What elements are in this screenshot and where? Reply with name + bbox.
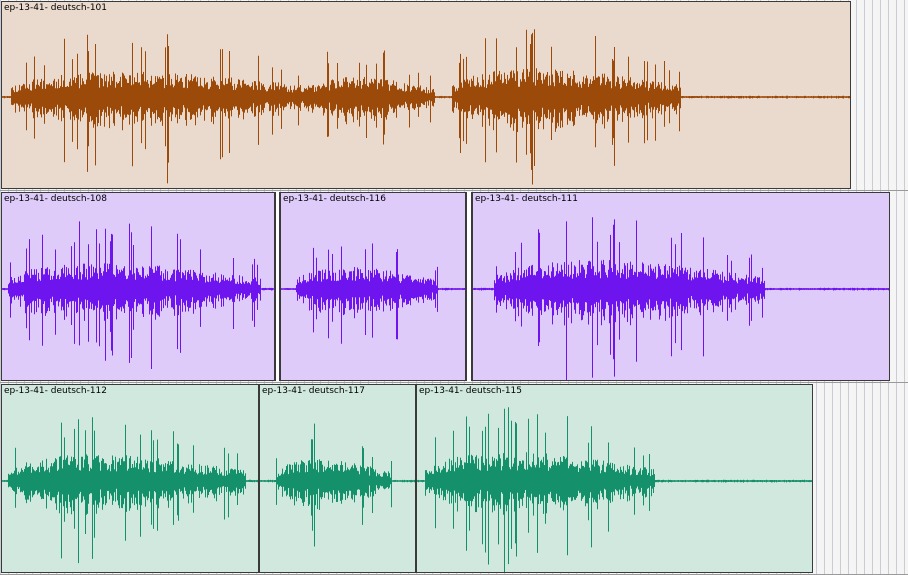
audio-clip[interactable]: ep-13-41- deutsch-111 <box>472 192 890 381</box>
waveform <box>417 407 812 572</box>
waveform <box>260 423 415 547</box>
waveform <box>473 217 889 380</box>
audio-clip[interactable]: ep-13-41- deutsch-116 <box>280 192 466 381</box>
track-3[interactable]: ep-13-41- deutsch-112 ep-13-41- deutsch-… <box>0 383 908 575</box>
waveform-trace <box>417 407 812 572</box>
waveform-trace <box>281 243 465 344</box>
waveform-trace <box>2 29 850 185</box>
track-1[interactable]: ep-13-41- deutsch-101 <box>0 0 908 191</box>
clip-label: ep-13-41- deutsch-101 <box>4 3 108 13</box>
clip-label: ep-13-41- deutsch-115 <box>419 386 523 396</box>
audio-clip[interactable]: ep-13-41- deutsch-101 <box>1 1 851 189</box>
clip-label: ep-13-41- deutsch-112 <box>4 386 108 396</box>
audio-clip[interactable]: ep-13-41- deutsch-117 <box>259 384 416 573</box>
audio-clip[interactable]: ep-13-41- deutsch-115 <box>416 384 813 573</box>
audio-clip[interactable]: ep-13-41- deutsch-112 <box>1 384 259 573</box>
clip-label: ep-13-41- deutsch-117 <box>262 386 366 396</box>
waveform-trace <box>473 217 889 380</box>
clip-gap <box>466 192 472 381</box>
waveform <box>2 417 258 564</box>
clip-gap <box>275 192 280 381</box>
waveform <box>2 29 850 185</box>
clip-label: ep-13-41- deutsch-108 <box>4 194 108 204</box>
waveform-trace <box>2 221 274 369</box>
waveform <box>2 221 274 369</box>
clip-label: ep-13-41- deutsch-111 <box>475 194 579 204</box>
clip-label: ep-13-41- deutsch-116 <box>283 194 387 204</box>
waveform-trace <box>260 423 415 547</box>
track-2[interactable]: ep-13-41- deutsch-108 ep-13-41- deutsch-… <box>0 191 908 383</box>
audio-clip[interactable]: ep-13-41- deutsch-108 <box>1 192 275 381</box>
waveform-trace <box>2 417 258 564</box>
waveform <box>281 243 465 344</box>
